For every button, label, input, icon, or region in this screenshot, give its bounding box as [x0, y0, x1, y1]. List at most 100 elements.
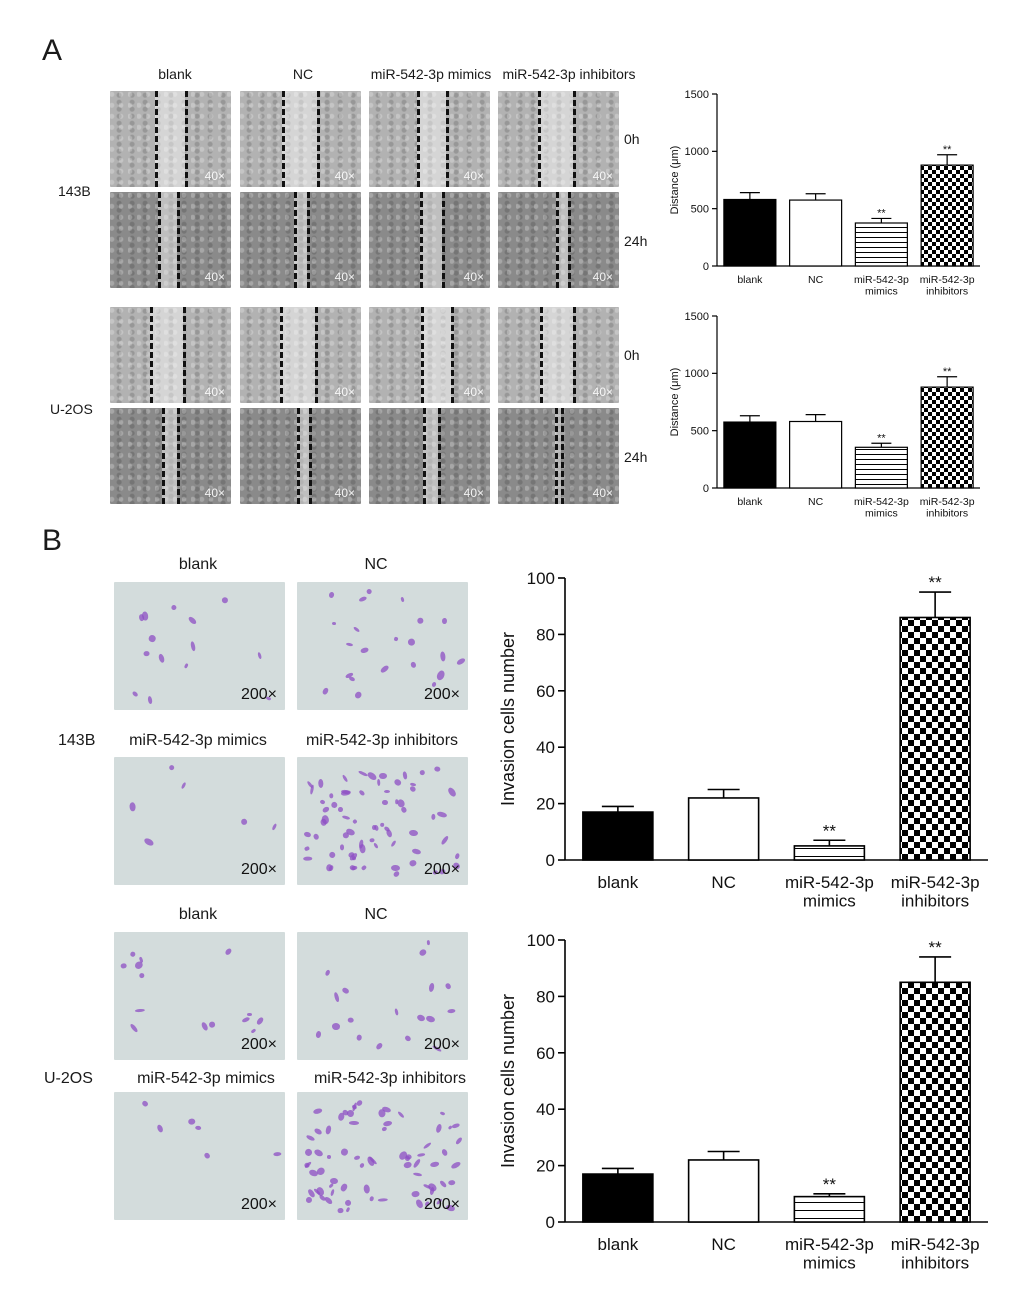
magnification-label: 200×	[240, 861, 277, 878]
wound-time-24h-143b: 24h	[624, 233, 648, 249]
stained-cell	[347, 1017, 355, 1023]
wound-image: 40×	[240, 408, 361, 504]
stained-cell	[376, 778, 381, 786]
magnification-label: 40×	[463, 169, 484, 183]
x-tick-label: blank	[737, 496, 763, 508]
stained-cell	[200, 1020, 210, 1032]
wound-edge-line	[568, 192, 572, 288]
stained-cell	[319, 799, 326, 805]
stained-cell	[352, 818, 359, 825]
stained-cell	[365, 1155, 376, 1167]
stained-cell	[409, 829, 419, 837]
x-tick-label: NC	[808, 274, 824, 286]
y-tick-label: 1500	[685, 311, 709, 323]
stained-cell	[425, 1014, 436, 1023]
wound-edge-line	[423, 408, 427, 504]
bar	[789, 420, 843, 489]
stained-cell	[422, 1141, 432, 1150]
stained-cell	[375, 1041, 384, 1051]
x-tick-label: miR-542-3p	[891, 873, 980, 892]
stained-cell	[156, 1123, 165, 1133]
stained-cell	[365, 770, 378, 782]
stained-cell	[451, 1123, 461, 1130]
wound-edge-line	[306, 192, 310, 288]
stained-cell	[440, 1148, 449, 1158]
bar	[793, 845, 866, 861]
wound-edge-line	[296, 408, 300, 504]
magnification-label: 40×	[463, 486, 484, 500]
stained-cell	[392, 870, 401, 878]
stained-cell	[241, 1016, 251, 1024]
stained-cell	[414, 1197, 425, 1209]
stained-cell	[187, 1118, 195, 1125]
stained-cell	[379, 664, 390, 674]
magnification-label: 40×	[204, 486, 225, 500]
stained-cell	[368, 1195, 375, 1202]
wound-edge-line	[560, 408, 564, 504]
x-tick-label: inhibitors	[901, 892, 969, 911]
stained-cell	[426, 939, 430, 945]
wound-edge-line	[294, 192, 298, 288]
wound-edge-line	[154, 91, 158, 187]
y-tick-label: 0	[546, 1213, 555, 1232]
stained-cell	[189, 640, 196, 651]
wound-edge-line	[417, 91, 421, 187]
stained-cell	[358, 789, 366, 797]
chart-plot-area: 0 20 40 60 80 100 Invasion cells number blank NC…	[498, 569, 988, 911]
x-tick-label: NC	[711, 1235, 736, 1254]
significance-label: **	[943, 366, 952, 378]
y-tick-label: 500	[691, 204, 709, 216]
bar	[920, 386, 974, 489]
chart-plot-area: 0 20 40 60 80 100 Invasion cells number blank NC…	[498, 931, 988, 1273]
x-tick-label: miR-542-3p	[920, 274, 975, 286]
stained-cell	[363, 1184, 371, 1195]
stained-cell	[353, 1154, 361, 1161]
stained-cell	[140, 1099, 149, 1108]
chart-b-143b-invasion: 0 20 40 60 80 100 Invasion cells number blank NC…	[498, 569, 988, 911]
stained-cell	[404, 1034, 412, 1042]
stained-cell	[407, 638, 416, 647]
y-tick-label: 0	[703, 483, 709, 495]
significance-label: **	[929, 573, 943, 592]
stained-cell	[246, 1012, 252, 1017]
wound-image: 40×	[110, 192, 231, 288]
stained-cell	[412, 1190, 421, 1198]
stained-cell	[412, 1172, 423, 1178]
wound-edge-line	[573, 91, 577, 187]
stained-cell	[382, 1119, 393, 1127]
inv-143b-label-nc: NC	[364, 556, 388, 573]
y-axis-label: Distance (μm)	[669, 368, 681, 437]
stained-cell	[221, 596, 228, 603]
wound-edge-line	[176, 192, 180, 288]
stained-cell	[393, 636, 399, 643]
magnification-label: 200×	[240, 686, 277, 703]
wound-edge-line	[162, 408, 166, 504]
stained-cell	[147, 696, 154, 705]
bar	[920, 164, 974, 267]
stained-cell	[170, 604, 178, 612]
x-tick-label: NC	[711, 873, 736, 892]
bar	[899, 616, 971, 861]
stained-cell	[303, 857, 313, 861]
stained-cell	[360, 647, 370, 655]
stained-cell	[305, 1134, 316, 1142]
wound-time-0h-143b: 0h	[624, 131, 640, 147]
y-tick-label: 0	[703, 261, 709, 273]
wound-edge-line	[437, 408, 441, 504]
stained-cell	[391, 865, 401, 872]
stained-cell	[317, 779, 324, 789]
x-tick-label: miR-542-3p	[785, 1235, 874, 1254]
stained-cell	[344, 1198, 353, 1208]
invasion-image: 200×	[114, 582, 285, 710]
chart-b-u2os-invasion: 0 20 40 60 80 100 Invasion cells number blank NC…	[498, 931, 988, 1273]
wound-edge-line	[158, 192, 162, 288]
y-tick-label: 80	[536, 987, 555, 1006]
x-tick-label: inhibitors	[926, 286, 968, 298]
stained-cell	[331, 621, 337, 626]
significance-label: **	[823, 821, 837, 840]
stained-cell	[187, 615, 198, 625]
stained-cell	[410, 661, 418, 669]
wound-image: 40×	[498, 91, 619, 187]
x-tick-label: miR-542-3p	[920, 496, 975, 508]
stained-cell	[455, 657, 467, 667]
